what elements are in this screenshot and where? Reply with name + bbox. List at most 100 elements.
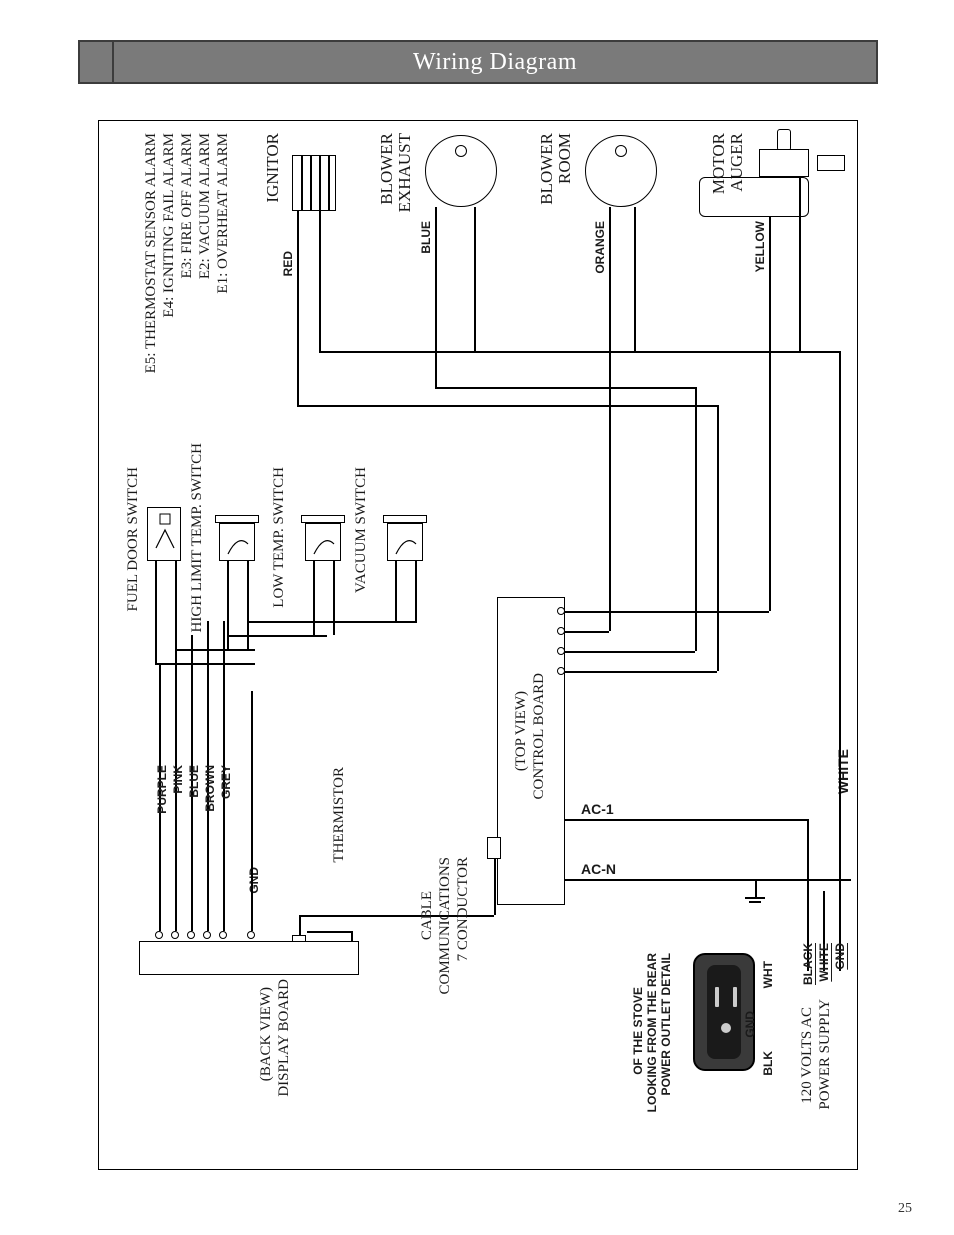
db-t4	[203, 931, 211, 939]
blue-h1	[435, 387, 695, 389]
vac-w1	[395, 561, 397, 621]
cable-run	[494, 859, 496, 915]
display-board-label-1: DISPLAY BOARD	[276, 979, 293, 1097]
db-t3	[187, 931, 195, 939]
orange-v	[609, 207, 611, 631]
cb-t4	[557, 667, 565, 675]
room-label-1: ROOM	[555, 133, 575, 184]
pink-label: PINK	[171, 765, 185, 794]
alarm-e5: E5: THERMOSTAT SENSOR ALARM	[143, 133, 160, 373]
white-bus-down	[839, 351, 841, 891]
room-white	[634, 207, 636, 351]
switch-arc-icon	[388, 524, 424, 562]
ignitor-line1	[301, 155, 303, 211]
pwr-stub	[755, 879, 757, 897]
acn-label: AC-N	[581, 861, 616, 877]
switch-arc-icon	[306, 524, 342, 562]
cb-t1	[557, 607, 565, 615]
power-supply-1: POWER SUPPLY	[817, 999, 834, 1110]
room-wire-label: ORANGE	[593, 221, 607, 274]
thermistor-label: THERMISTOR	[331, 767, 348, 863]
outlet-blk: BLK	[761, 1051, 775, 1076]
highlimit-label: HIGH LIMIT TEMP. SWITCH	[189, 443, 206, 632]
auger-white	[799, 177, 801, 351]
cb-t2	[557, 627, 565, 635]
db-t1	[155, 931, 163, 939]
bundle-h3	[227, 635, 327, 637]
bundle-h2	[175, 649, 255, 651]
outlet-inner	[707, 965, 741, 1059]
outlet-slot-r	[733, 987, 737, 1007]
control-board-label-2: (TOP VIEW)	[513, 691, 530, 771]
cable-plug-cb	[487, 837, 501, 859]
blue-v2	[695, 387, 697, 651]
control-board-label-1: CONTROL BOARD	[531, 673, 548, 800]
pwr-cap2	[749, 901, 761, 903]
fd-w2	[175, 561, 177, 663]
gnd-wire	[251, 691, 253, 931]
auger-label-1: AUGER	[727, 133, 747, 192]
diagram-frame: AUGER MOTOR YELLOW ROOM BLOWER ORANGE EX…	[98, 120, 858, 1170]
auger-stub	[817, 155, 845, 171]
page-number: 25	[898, 1201, 912, 1217]
title-bar: Wiring Diagram	[78, 40, 878, 84]
lowtemp-cap	[301, 515, 345, 523]
exhaust-blower-dot	[455, 145, 467, 157]
room-label-2: BLOWER	[537, 133, 557, 205]
outlet-gnd: GND	[743, 1011, 757, 1038]
page: Wiring Diagram AUGER MOTOR YELLOW ROOM B…	[78, 40, 878, 1180]
brown-label: BROWN	[203, 765, 217, 812]
switch-arc-icon	[220, 524, 256, 562]
outlet-detail-2: LOOKING FROM THE REAR	[645, 953, 659, 1112]
door-switch-icon	[148, 508, 182, 562]
outlet-detail-3: OF THE STOVE	[631, 987, 645, 1075]
highlimit-cap	[215, 515, 259, 523]
blue-v1	[435, 207, 437, 387]
lowtemp-label: LOW TEMP. SWITCH	[271, 467, 288, 608]
ignitor-line4	[328, 155, 330, 211]
auger-label-2: MOTOR	[709, 133, 729, 194]
ignitor-white	[319, 211, 321, 351]
pwr-gnd-label: GND	[833, 943, 847, 970]
white-bus	[319, 351, 839, 353]
white-bus-label: WHITE	[835, 749, 851, 794]
vacuum-label: VACUUM SWITCH	[353, 467, 370, 593]
vac-w2	[415, 561, 417, 621]
red-h2	[565, 671, 717, 673]
exhaust-white	[474, 207, 476, 351]
outlet-ground	[721, 1023, 731, 1033]
cable-run-v2	[299, 915, 301, 935]
exhaust-label-1: EXHAUST	[395, 133, 415, 212]
lt-w2	[333, 561, 335, 635]
power-supply-2: 120 VOLTS AC	[799, 1007, 816, 1104]
auger-wire-label: YELLOW	[753, 221, 767, 272]
outlet-detail-1: POWER OUTLET DETAIL	[659, 953, 673, 1095]
ignitor-line3	[319, 155, 321, 211]
outlet-wht: WHT	[761, 961, 775, 988]
therm-h	[307, 931, 351, 933]
alarm-e2: E2: VACUUM ALARM	[197, 133, 214, 279]
bundle-h4	[247, 621, 417, 623]
title-accent	[80, 42, 114, 82]
exhaust-label-2: BLOWER	[377, 133, 397, 205]
alarm-e4: E4: IGNITING FAIL ALARM	[161, 133, 178, 318]
display-board	[139, 941, 359, 975]
page-title: Wiring Diagram	[114, 42, 876, 82]
lt-w1	[313, 561, 315, 635]
ignitor-label: IGNITOR	[263, 133, 283, 203]
lowtemp-switch	[305, 523, 341, 561]
fueldoor-label: FUEL DOOR SWITCH	[125, 467, 142, 611]
grey-label: GREY	[219, 765, 233, 799]
bundle-h1	[155, 663, 255, 665]
gnd-label: GND	[247, 867, 261, 894]
alarm-e3: E3: FIRE OFF ALARM	[179, 133, 196, 278]
purple-label: PURPLE	[155, 765, 169, 814]
fd-w1	[155, 561, 157, 663]
pwr-white-label: WHITE	[817, 943, 831, 982]
db-t6	[247, 931, 255, 939]
fueldoor-switch	[147, 507, 181, 561]
db-t2	[171, 931, 179, 939]
ignitor-line2	[310, 155, 312, 211]
alarm-e1: E1: OVERHEAT ALARM	[215, 133, 232, 294]
acn-line	[565, 879, 851, 881]
